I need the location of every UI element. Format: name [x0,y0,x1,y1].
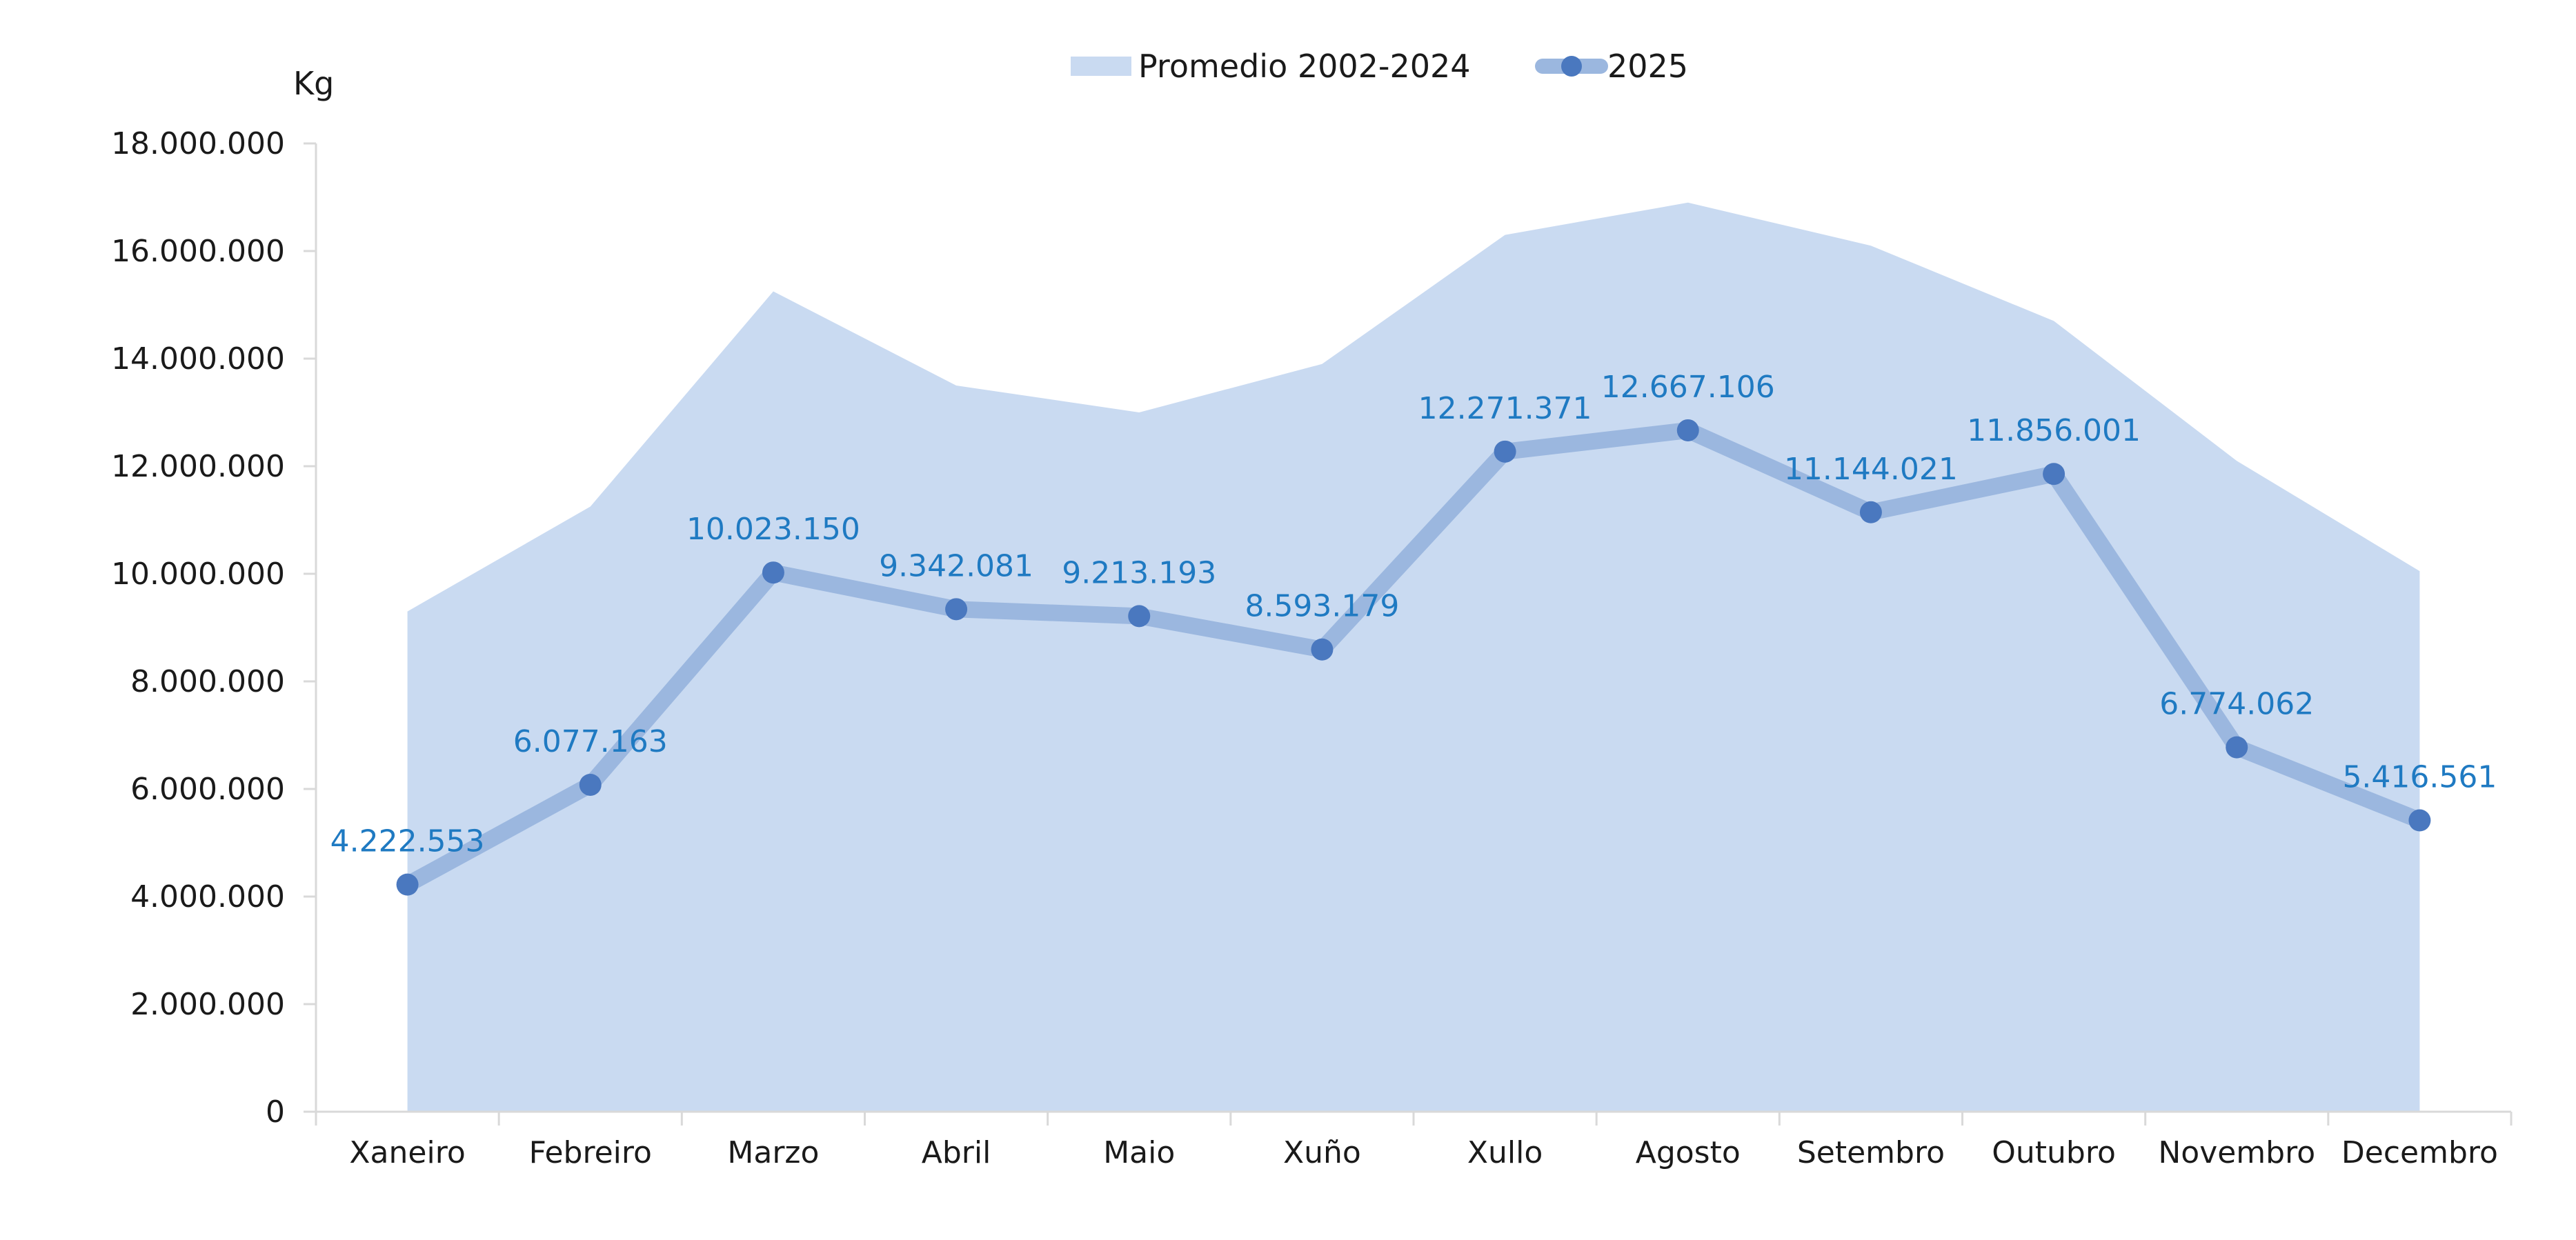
x-tick-label: Xaneiro [349,1135,465,1170]
x-tick-label: Agosto [1636,1135,1741,1170]
area-series-promedio [407,202,2420,1112]
data-label-2025: 5.416.561 [2342,760,2497,795]
y-axis-unit-label: Kg [293,65,334,102]
y-tick-label: 14.000.000 [111,341,285,377]
line-point-2025 [579,773,602,796]
y-tick-label: 8.000.000 [130,664,285,699]
line-point-2025 [762,561,784,584]
data-label-2025: 6.774.062 [2159,687,2314,722]
line-point-2025 [945,598,968,621]
data-label-2025: 12.667.106 [1601,370,1775,405]
axes-layer: 0 2.000.000 4.000.000 6.000.000 8.000.000 10.… [111,65,2513,1170]
line-series-layer [396,419,2431,896]
data-label-2025: 6.077.163 [513,724,668,759]
y-tick-label: 10.000.000 [111,557,285,592]
y-tick-label: 2.000.000 [130,987,285,1022]
line-point-2025 [1859,501,1882,523]
x-tick-label: Outubro [1992,1135,2116,1170]
data-label-layer: 4.222.553 6.077.163 10.023.150 9.342.081 9.2… [330,370,2497,859]
x-tick-label: Novembro [2158,1135,2315,1170]
line-point-2025 [2043,463,2065,486]
y-tick-label: 6.000.000 [130,772,285,807]
legend-swatch-promedio [1071,57,1131,76]
legend-marker-2025 [1561,56,1582,77]
data-label-2025: 11.144.021 [1784,452,1958,487]
x-tick-label: Xuño [1283,1135,1361,1170]
data-label-2025: 9.213.193 [1062,555,1216,590]
y-tick-label: 18.000.000 [111,126,285,161]
line-point-2025 [1128,605,1151,628]
x-tick-label: Xullo [1467,1135,1543,1170]
line-point-2025 [2226,736,2248,759]
legend-label-2025: 2025 [1607,48,1688,85]
line-series-2025 [399,421,2428,893]
x-tick-label: Marzo [727,1135,819,1170]
data-label-2025: 9.342.081 [879,548,1033,583]
x-tick-label: Maio [1103,1135,1175,1170]
y-tick-label: 4.000.000 [130,879,285,914]
data-label-2025: 11.856.001 [1967,413,2141,448]
data-label-2025: 10.023.150 [686,512,860,547]
line-point-2025 [1311,638,1334,661]
x-tick-label: Abril [922,1135,991,1170]
x-tick-label: Decembro [2341,1135,2498,1170]
data-label-2025: 12.271.371 [1418,391,1592,426]
data-label-2025: 8.593.179 [1245,589,1399,624]
line-point-2025 [1676,419,1699,441]
x-tick-label: Setembro [1797,1135,1945,1170]
legend-label-promedio: Promedio 2002-2024 [1138,48,1471,85]
line-point-2025 [396,873,419,896]
data-label-2025: 4.222.553 [330,824,485,859]
x-tick-label: Febreiro [529,1135,652,1170]
line-point-2025 [2408,809,2431,832]
y-tick-label: 0 [266,1094,285,1130]
y-tick-label: 12.000.000 [111,449,285,484]
area-series-layer [407,202,2420,1112]
line-point-2025 [1494,440,1516,463]
legend: Promedio 2002-2024 2025 [1071,48,1688,85]
y-tick-label: 16.000.000 [111,234,285,269]
